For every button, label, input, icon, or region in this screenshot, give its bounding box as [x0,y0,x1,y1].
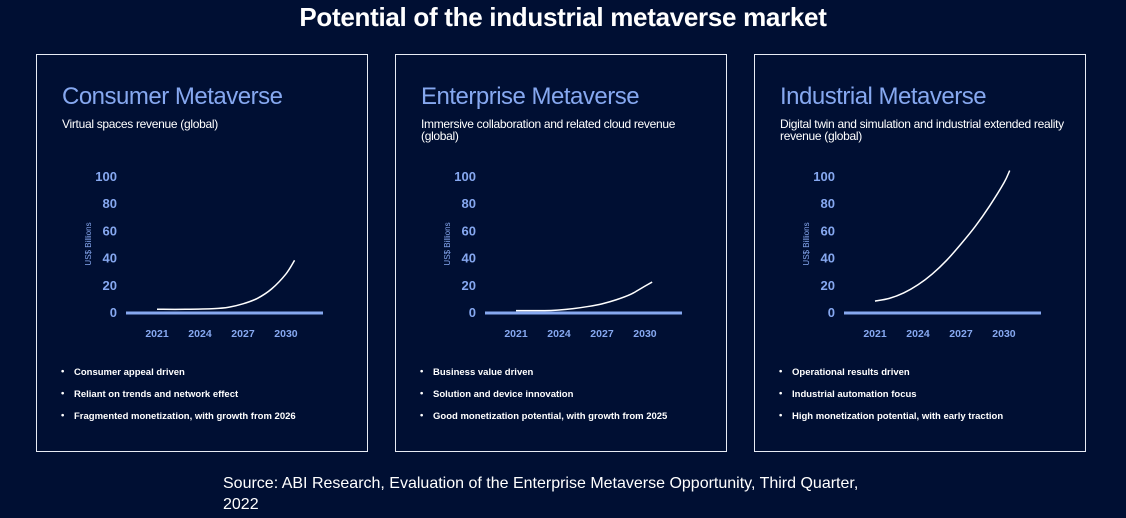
x-tick-label: 2021 [145,328,169,340]
y-axis-label: US$ Billions [84,222,93,265]
revenue-line [156,259,296,311]
chart: 0 20 40 60 80 100 US$ Billions 2021 2024 2027 2030 [802,169,1041,340]
x-tick-label: 2027 [231,328,255,340]
chart: 0 20 40 60 80 100 US$ Billions 2021 2024 2027 2030 [443,169,682,340]
revenue-line [515,281,653,312]
x-tick-label: 2027 [590,328,614,340]
y-tick-label: 80 [462,196,476,211]
panel-subtitle: Virtual spaces revenue (global) [62,117,218,131]
y-axis-label: US$ Billions [443,222,452,265]
y-axis-label: US$ Billions [802,222,811,265]
panel-enterprise: Enterprise Metaverse Immersive collabora… [395,54,727,452]
bullet-item: Consumer appeal driven [61,366,296,389]
panel-industrial: Industrial Metaverse Digital twin and si… [754,54,1086,452]
x-tick-label: 2021 [504,328,528,340]
y-tick-label: 20 [821,278,835,293]
bullet-item: Industrial automation focus [779,388,1003,411]
x-tick-label: 2030 [633,328,657,340]
panel-title: Industrial Metaverse [780,83,987,110]
x-tick-label: 2024 [906,328,930,340]
y-tick-label: 60 [462,223,476,238]
y-tick-label: 80 [821,196,835,211]
y-tick-label: 80 [103,196,117,211]
bullet-item: Operational results driven [779,366,1003,389]
y-tick-label: 100 [95,169,117,184]
y-tick-label: 20 [103,278,117,293]
x-tick-label: 2024 [188,328,212,340]
bullet-list: Business value driven Solution and devic… [420,366,667,433]
revenue-line [874,170,1011,302]
bullet-list: Consumer appeal driven Reliant on trends… [61,366,296,433]
panel-consumer: Consumer Metaverse Virtual spaces revenu… [36,54,368,452]
source-note: Source: ABI Research, Evaluation of the … [223,475,859,513]
y-tick-label: 40 [821,251,835,266]
y-tick-label: 60 [103,223,117,238]
y-tick-label: 0 [469,305,476,320]
x-tick-label: 2024 [547,328,571,340]
bullet-list: Operational results driven Industrial au… [779,366,1003,433]
bullet-item: Business value driven [420,366,667,389]
y-tick-label: 100 [813,169,835,184]
chart: 0 20 40 60 80 100 US$ Billions 2021 2024 2027 2030 [84,169,323,340]
page-title: Potential of the industrial metaverse ma… [299,2,827,32]
bullet-item: Fragmented monetization, with growth fro… [61,410,296,433]
bullet-item: High monetization potential, with early … [779,410,1003,433]
panel-title: Consumer Metaverse [62,83,283,110]
bullet-item: Good monetization potential, with growth… [420,410,667,433]
bullet-item: Reliant on trends and network effect [61,388,296,411]
y-tick-label: 0 [828,305,835,320]
bullet-item: Solution and device innovation [420,388,667,411]
y-tick-label: 40 [103,251,117,266]
x-tick-label: 2030 [274,328,298,340]
panel-title: Enterprise Metaverse [421,83,640,110]
panel-subtitle: Digital twin and simulation and industri… [780,117,1064,143]
y-tick-label: 100 [454,169,476,184]
x-tick-label: 2030 [992,328,1016,340]
y-tick-label: 60 [821,223,835,238]
x-tick-label: 2027 [949,328,973,340]
y-tick-label: 40 [462,251,476,266]
panel-subtitle: Immersive collaboration and related clou… [421,117,676,143]
y-tick-label: 20 [462,278,476,293]
y-tick-label: 0 [110,305,117,320]
x-tick-label: 2021 [863,328,887,340]
